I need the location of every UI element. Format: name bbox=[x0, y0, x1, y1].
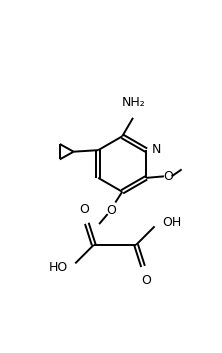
Text: N: N bbox=[152, 143, 161, 156]
Text: NH₂: NH₂ bbox=[122, 96, 146, 109]
Text: O: O bbox=[141, 274, 151, 287]
Text: O: O bbox=[79, 203, 89, 216]
Text: O: O bbox=[163, 170, 173, 183]
Text: O: O bbox=[107, 204, 116, 217]
Text: HO: HO bbox=[48, 261, 67, 274]
Text: OH: OH bbox=[162, 216, 182, 229]
